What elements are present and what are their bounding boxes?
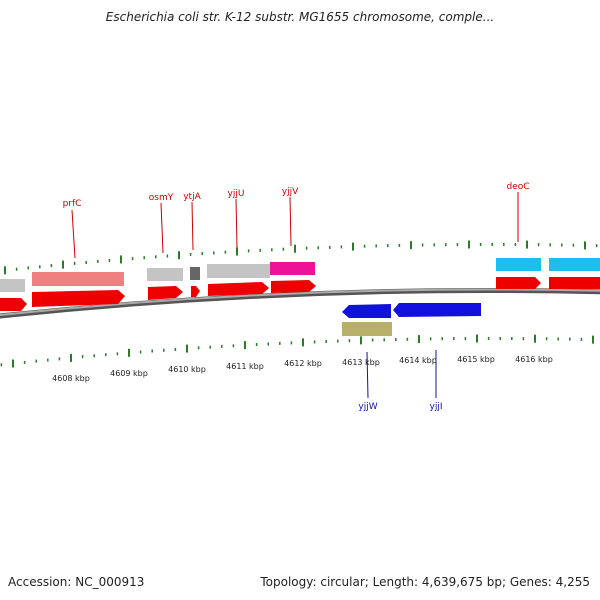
gene-prfC[interactable]: [32, 272, 124, 286]
gene-deoC-b[interactable]: [549, 258, 600, 271]
kbp-axis-labels: 4608 kbp 4609 kbp 4610 kbp 4611 kbp 4612…: [52, 355, 553, 383]
cds-arrow[interactable]: [32, 290, 125, 307]
gene-yjjV[interactable]: [270, 262, 315, 275]
gene-yjjW[interactable]: [342, 322, 392, 336]
kbp-label: 4610 kbp: [168, 365, 206, 374]
kbp-label: 4611 kbp: [226, 362, 264, 371]
gene-label-yjjV[interactable]: yjjV: [282, 187, 299, 197]
gene-label-yjjU[interactable]: yjjU: [228, 189, 245, 199]
kbp-label: 4614 kbp: [399, 356, 437, 365]
cds-arrow[interactable]: [496, 277, 541, 289]
cds-track-forward: [0, 277, 600, 311]
cds-arrow[interactable]: [148, 286, 183, 300]
gene-label-ytjA[interactable]: ytjA: [183, 192, 201, 202]
gene-label-osmY[interactable]: osmY: [149, 193, 174, 203]
cds-arrow[interactable]: [0, 298, 27, 311]
kbp-label: 4613 kbp: [342, 358, 380, 367]
gene-yjjU[interactable]: [207, 264, 270, 278]
gene-label-prfC[interactable]: prfC: [63, 199, 82, 209]
chromosome-backbone-highlight: [0, 288, 600, 316]
label-leader-lines: [71, 192, 519, 399]
gene-feature-track: [0, 258, 600, 292]
map-title: Escherichia coli str. K-12 substr. MG165…: [105, 10, 495, 24]
gene-labels: prfC osmY ytjA yjjU yjjV deoC yjjW yjjI: [63, 182, 530, 412]
outer-tick-ring: [4, 240, 598, 275]
kbp-label: 4616 kbp: [515, 355, 553, 364]
cds-arrow-reverse[interactable]: [393, 303, 481, 317]
gene-left-edge[interactable]: [0, 279, 25, 292]
reverse-strand-track: [342, 303, 481, 336]
cds-arrow-reverse[interactable]: [342, 304, 391, 318]
topology-summary: Topology: circular; Length: 4,639,675 bp…: [260, 575, 590, 589]
kbp-label: 4608 kbp: [52, 374, 90, 383]
chromosome-backbone: [0, 287, 600, 319]
inner-tick-ring: [0, 334, 594, 368]
cds-arrow[interactable]: [271, 280, 316, 293]
kbp-label: 4612 kbp: [284, 359, 322, 368]
gene-label-deoC[interactable]: deoC: [506, 182, 529, 192]
kbp-label: 4609 kbp: [110, 369, 148, 378]
gene-deoC-a[interactable]: [496, 258, 541, 271]
cds-arrow[interactable]: [191, 286, 200, 297]
cds-arrow[interactable]: [208, 282, 269, 296]
cds-arrow[interactable]: [549, 277, 600, 289]
gene-label-yjjI[interactable]: yjjI: [430, 402, 443, 412]
kbp-label: 4615 kbp: [457, 355, 495, 364]
accession-text: Accession: NC_000913: [8, 575, 145, 589]
gene-label-yjjW[interactable]: yjjW: [358, 402, 377, 412]
gene-ytjA[interactable]: [190, 267, 200, 280]
gene-osmY[interactable]: [147, 268, 183, 281]
